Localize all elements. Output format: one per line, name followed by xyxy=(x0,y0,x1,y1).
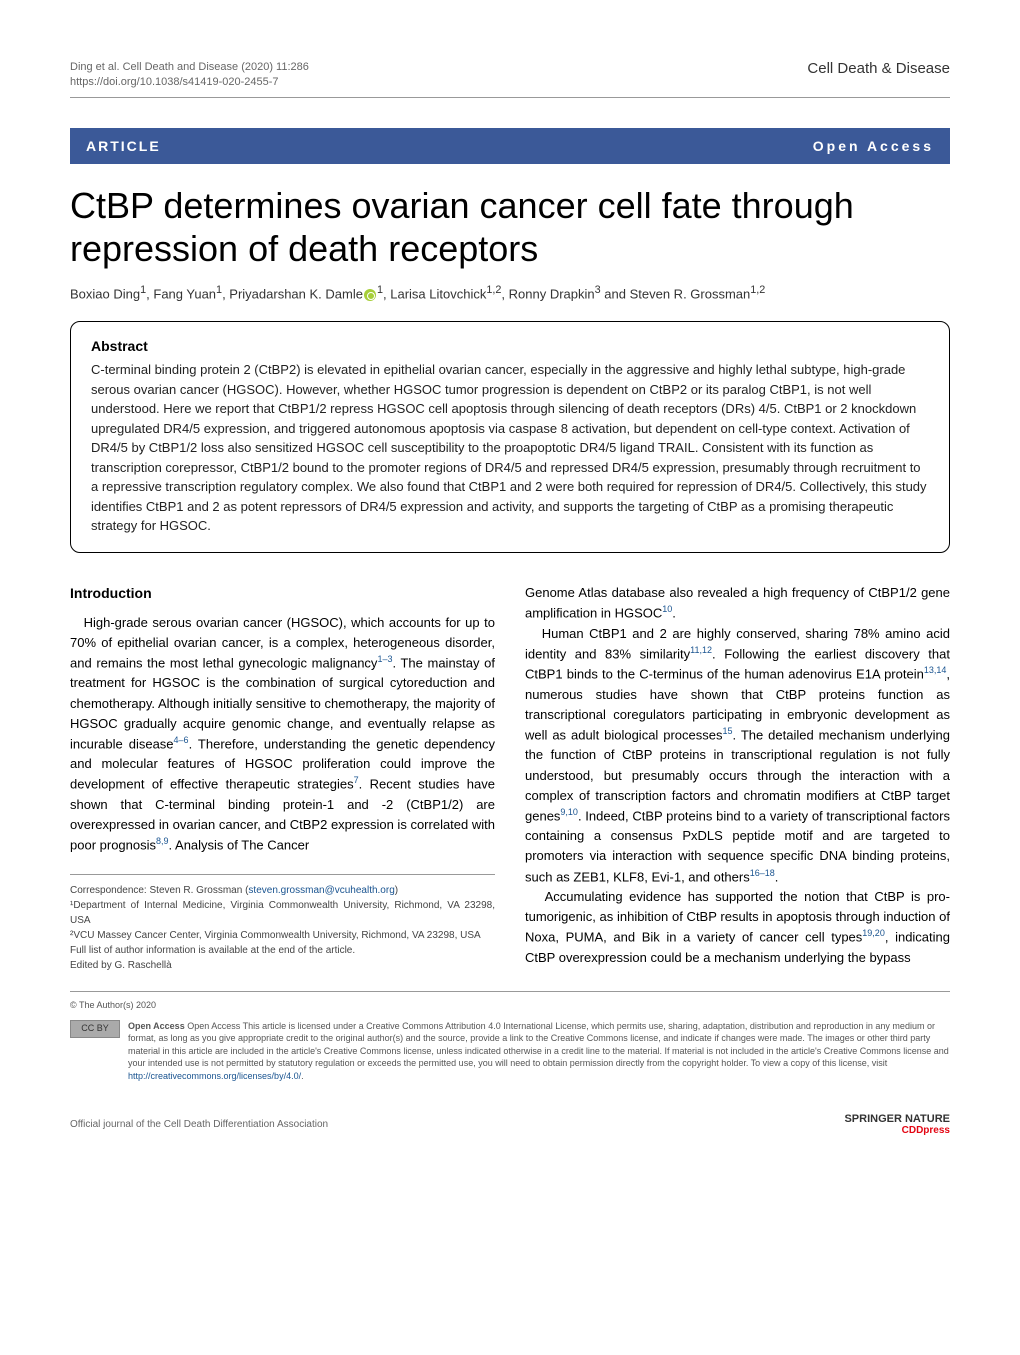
header-divider xyxy=(70,97,950,98)
author-1-aff: 1 xyxy=(140,284,146,296)
correspondence-block: Correspondence: Steven R. Grossman (stev… xyxy=(70,883,495,973)
author-2-aff: 1 xyxy=(216,284,222,296)
ref-19-20[interactable]: 19,20 xyxy=(862,928,885,938)
abstract-heading: Abstract xyxy=(91,338,929,354)
citation-line: Ding et al. Cell Death and Disease (2020… xyxy=(70,60,309,75)
article-title: CtBP determines ovarian cancer cell fate… xyxy=(70,184,950,270)
cddpress-text: CDDpress xyxy=(844,1125,950,1136)
author-2: Fang Yuan xyxy=(153,286,216,301)
author-5-aff: 3 xyxy=(595,284,601,296)
license-text: Open Access This article is licensed und… xyxy=(128,1021,949,1069)
open-access-label: Open Access xyxy=(813,138,934,154)
intro-text-1e: . Analysis of The Cancer xyxy=(169,838,310,853)
body-columns: Introduction High-grade serous ovarian c… xyxy=(70,583,950,973)
author-6: Steven R. Grossman xyxy=(630,286,751,301)
author-1: Boxiao Ding xyxy=(70,286,140,301)
ref-11-12[interactable]: 11,12 xyxy=(690,645,712,655)
doi-line: https://doi.org/10.1038/s41419-020-2455-… xyxy=(70,75,309,90)
author-3-aff: 1 xyxy=(377,284,383,296)
page-footer: Official journal of the Cell Death Diffe… xyxy=(70,1113,950,1136)
citation-block: Ding et al. Cell Death and Disease (2020… xyxy=(70,60,309,91)
publisher-logo: SPRINGER NATURE CDDpress xyxy=(844,1113,950,1136)
ref-10[interactable]: 10 xyxy=(662,604,672,614)
cc-by-icon: CC BY xyxy=(70,1020,120,1038)
edited-by-note: Edited by G. Raschellà xyxy=(70,960,172,971)
abstract-box: Abstract C-terminal binding protein 2 (C… xyxy=(70,321,950,553)
intro-paragraph-1: High-grade serous ovarian cancer (HGSOC)… xyxy=(70,613,495,856)
intro-r-2e: . Indeed, CtBP proteins bind to a variet… xyxy=(525,808,950,884)
author-list: Boxiao Ding1, Fang Yuan1, Priyadarshan K… xyxy=(70,284,950,301)
intro-heading: Introduction xyxy=(70,583,495,605)
intro-r-1b: . xyxy=(672,605,676,620)
ref-9-10[interactable]: 9,10 xyxy=(560,807,578,817)
affiliation-2: ²VCU Massey Cancer Center, Virginia Comm… xyxy=(70,930,481,941)
article-type-bar: ARTICLE Open Access xyxy=(70,128,950,164)
license-text-wrapper: Open Access Open Access This article is … xyxy=(128,1020,950,1083)
ref-15[interactable]: 15 xyxy=(723,726,733,736)
column-right: Genome Atlas database also revealed a hi… xyxy=(525,583,950,973)
ref-16-18[interactable]: 16–18 xyxy=(750,868,775,878)
affiliation-1: ¹Department of Internal Medicine, Virgin… xyxy=(70,900,495,926)
ref-8-9[interactable]: 8,9 xyxy=(156,836,169,846)
correspondence-email[interactable]: steven.grossman@vcuhealth.org xyxy=(248,885,394,896)
abstract-text: C-terminal binding protein 2 (CtBP2) is … xyxy=(91,360,929,536)
intro-r-1a: Genome Atlas database also revealed a hi… xyxy=(525,585,950,620)
intro-paragraph-4: Accumulating evidence has supported the … xyxy=(525,887,950,968)
ref-1-3[interactable]: 1–3 xyxy=(377,654,392,664)
author-info-note: Full list of author information is avail… xyxy=(70,945,355,956)
article-label: ARTICLE xyxy=(86,138,161,154)
copyright-line: © The Author(s) 2020 xyxy=(70,1000,950,1010)
intro-r-2f: . xyxy=(775,869,779,884)
license-url[interactable]: http://creativecommons.org/licenses/by/4… xyxy=(128,1071,301,1081)
author-4: Larisa Litovchick xyxy=(390,286,486,301)
author-4-aff: 1,2 xyxy=(486,284,501,296)
correspondence-label: Correspondence: Steven R. Grossman ( xyxy=(70,885,248,896)
running-header: Ding et al. Cell Death and Disease (2020… xyxy=(70,60,950,91)
license-divider xyxy=(70,991,950,992)
correspondence-divider xyxy=(70,874,495,875)
official-journal-note: Official journal of the Cell Death Diffe… xyxy=(70,1119,328,1130)
author-5: Ronny Drapkin xyxy=(509,286,595,301)
column-left: Introduction High-grade serous ovarian c… xyxy=(70,583,495,973)
author-6-aff: 1,2 xyxy=(750,284,765,296)
ref-4-6[interactable]: 4–6 xyxy=(174,735,189,745)
correspondence-close: ) xyxy=(395,885,398,896)
springer-nature-text: SPRINGER NATURE xyxy=(844,1113,950,1125)
journal-name: Cell Death & Disease xyxy=(807,60,950,77)
license-block: CC BY Open Access Open Access This artic… xyxy=(70,1020,950,1083)
orcid-icon xyxy=(364,289,376,301)
author-3: Priyadarshan K. Damle xyxy=(229,286,363,301)
intro-paragraph-3: Human CtBP1 and 2 are highly conserved, … xyxy=(525,624,950,887)
ref-13-14[interactable]: 13,14 xyxy=(924,665,947,675)
intro-paragraph-2: Genome Atlas database also revealed a hi… xyxy=(525,583,950,624)
